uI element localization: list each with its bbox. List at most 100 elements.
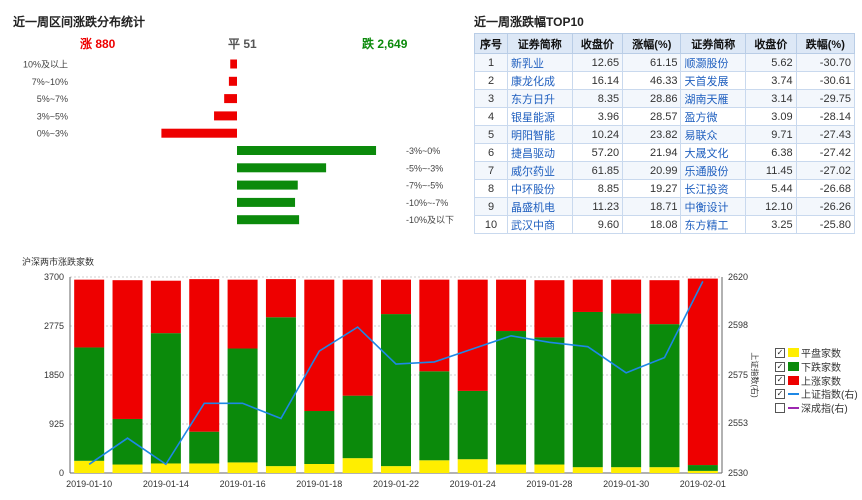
bar-up-15[interactable] xyxy=(649,280,680,325)
cell-loser-name[interactable]: 东方精工 xyxy=(680,215,747,234)
col-header-index[interactable]: 序号 xyxy=(474,33,508,54)
legend-item-3[interactable]: ✓ 上证指数(右) xyxy=(775,387,858,401)
table-row[interactable]: 1 新乳业 12.65 61.15 顺灏股份 5.62 -30.70 xyxy=(474,53,856,72)
bar-up-1[interactable] xyxy=(112,280,143,419)
table-row[interactable]: 6 捷昌驱动 57.20 21.94 大晟文化 6.38 -27.42 xyxy=(474,143,856,162)
legend-item-0[interactable]: ✓ 平盘家数 xyxy=(775,346,858,360)
cell-loser-name[interactable]: 长江投资 xyxy=(680,179,747,198)
bar-up-8[interactable] xyxy=(381,279,411,315)
table-row[interactable]: 4 银星能源 3.96 28.57 盈方微 3.09 -28.14 xyxy=(474,107,856,126)
cell-gainer-name[interactable]: 捷昌驱动 xyxy=(507,143,573,162)
legend-checkbox[interactable] xyxy=(775,402,785,413)
col-header-gainer-close[interactable]: 收盘价 xyxy=(571,33,624,54)
legend-checkbox[interactable]: ✓ xyxy=(775,361,785,372)
cell-loser-name[interactable]: 天首发展 xyxy=(680,71,747,90)
table-row[interactable]: 3 东方日升 8.35 28.86 湖南天雁 3.14 -29.75 xyxy=(474,89,856,108)
legend-checkbox[interactable]: ✓ xyxy=(775,347,785,358)
dist-bar-7[interactable] xyxy=(237,180,298,190)
legend-checkbox[interactable]: ✓ xyxy=(775,375,785,386)
dist-bar-4[interactable] xyxy=(161,128,237,138)
bar-flat-12[interactable] xyxy=(534,464,565,473)
bar-down-13[interactable] xyxy=(572,311,603,468)
dist-bar-1[interactable] xyxy=(228,76,237,86)
bar-down-6[interactable] xyxy=(304,411,335,464)
bar-up-3[interactable] xyxy=(189,279,220,432)
bar-up-11[interactable] xyxy=(496,279,527,332)
cell-loser-name[interactable]: 乐通股份 xyxy=(680,161,747,180)
bar-down-12[interactable] xyxy=(534,337,565,465)
bar-down-5[interactable] xyxy=(265,317,296,467)
cell-gainer-name[interactable]: 康龙化成 xyxy=(507,71,573,90)
legend-checkbox[interactable]: ✓ xyxy=(775,388,785,399)
dist-bar-8[interactable] xyxy=(237,197,296,207)
cell-gainer-name[interactable]: 银星能源 xyxy=(507,107,573,126)
bar-up-14[interactable] xyxy=(611,279,642,314)
cell-gainer-name[interactable]: 晶盛机电 xyxy=(507,197,573,216)
col-header-gainer-name[interactable]: 证券简称 xyxy=(507,33,573,54)
cell-loser-name[interactable]: 中衡设计 xyxy=(680,197,747,216)
bar-down-10[interactable] xyxy=(457,390,488,460)
bar-flat-4[interactable] xyxy=(227,462,258,473)
dist-bar-6[interactable] xyxy=(237,163,327,173)
cell-gainer-name[interactable]: 明阳智能 xyxy=(507,125,573,144)
cell-gainer-name[interactable]: 东方日升 xyxy=(507,89,573,108)
table-row[interactable]: 5 明阳智能 10.24 23.82 易联众 9.71 -27.43 xyxy=(474,125,856,144)
bar-flat-1[interactable] xyxy=(112,464,143,473)
bar-flat-7[interactable] xyxy=(342,458,373,473)
dist-bar-0[interactable] xyxy=(230,59,237,69)
bar-down-9[interactable] xyxy=(419,371,450,461)
bar-up-4[interactable] xyxy=(227,279,258,349)
col-header-loser-close[interactable]: 收盘价 xyxy=(745,33,797,54)
cell-gainer-name[interactable]: 新乳业 xyxy=(507,53,573,72)
table-row[interactable]: 2 康龙化成 16.14 46.33 天首发展 3.74 -30.61 xyxy=(474,71,856,90)
col-header-gain-pct[interactable]: 涨幅(%) xyxy=(622,33,682,54)
bar-up-12[interactable] xyxy=(534,280,565,338)
bar-up-5[interactable] xyxy=(265,279,296,318)
bar-up-0[interactable] xyxy=(74,279,105,348)
bar-up-10[interactable] xyxy=(457,279,488,391)
bar-flat-0[interactable] xyxy=(74,460,105,473)
bar-down-11[interactable] xyxy=(496,331,527,465)
bar-flat-16[interactable] xyxy=(687,470,718,473)
bar-flat-5[interactable] xyxy=(265,466,296,473)
bar-down-15[interactable] xyxy=(649,324,680,468)
bar-down-2[interactable] xyxy=(150,333,181,464)
bar-flat-2[interactable] xyxy=(150,463,181,473)
bar-down-3[interactable] xyxy=(189,431,220,464)
bar-flat-14[interactable] xyxy=(611,467,642,473)
legend-item-2[interactable]: ✓ 上涨家数 xyxy=(775,373,858,388)
bar-up-2[interactable] xyxy=(150,280,181,334)
bar-flat-15[interactable] xyxy=(649,467,680,473)
bar-up-13[interactable] xyxy=(572,279,603,312)
cell-gainer-name[interactable]: 威尔药业 xyxy=(507,161,573,180)
cell-loser-name[interactable]: 湖南天雁 xyxy=(680,89,747,108)
bar-flat-6[interactable] xyxy=(304,463,335,473)
bar-down-7[interactable] xyxy=(342,395,373,459)
cell-loser-name[interactable]: 顺灏股份 xyxy=(680,53,747,72)
bar-flat-8[interactable] xyxy=(381,466,411,473)
cell-loser-name[interactable]: 易联众 xyxy=(680,125,747,144)
bar-up-9[interactable] xyxy=(419,279,450,372)
bar-down-0[interactable] xyxy=(74,347,105,461)
col-header-loss-pct[interactable]: 跌幅(%) xyxy=(795,33,856,54)
col-header-loser-name[interactable]: 证券简称 xyxy=(680,33,747,54)
bar-down-8[interactable] xyxy=(381,314,411,467)
dist-bar-3[interactable] xyxy=(214,111,237,121)
dist-bar-9[interactable] xyxy=(237,215,300,225)
bar-flat-13[interactable] xyxy=(572,467,603,473)
table-row[interactable]: 7 威尔药业 61.85 20.99 乐通股份 11.45 -27.02 xyxy=(474,161,856,180)
bar-down-1[interactable] xyxy=(112,418,143,465)
cell-loser-name[interactable]: 大晟文化 xyxy=(680,143,747,162)
table-row[interactable]: 9 晶盛机电 11.23 18.71 中衡设计 12.10 -26.26 xyxy=(474,197,856,216)
line-shanghai-index[interactable] xyxy=(88,280,704,466)
bar-down-4[interactable] xyxy=(227,348,258,463)
table-row[interactable]: 8 中环股份 8.85 19.27 长江投资 5.44 -26.68 xyxy=(474,179,856,198)
cell-loser-name[interactable]: 盈方微 xyxy=(680,107,747,126)
bar-flat-10[interactable] xyxy=(457,459,488,473)
bar-down-14[interactable] xyxy=(611,313,642,468)
bar-down-16[interactable] xyxy=(687,465,718,471)
bar-flat-3[interactable] xyxy=(189,463,220,473)
dist-bar-2[interactable] xyxy=(224,94,237,104)
bar-flat-9[interactable] xyxy=(419,460,450,473)
cell-gainer-name[interactable]: 中环股份 xyxy=(507,179,573,198)
